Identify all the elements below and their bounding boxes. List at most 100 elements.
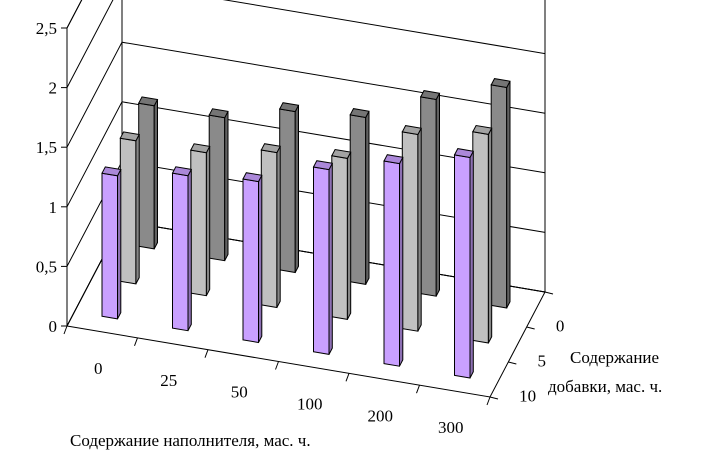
bar-top	[137, 96, 159, 107]
bar-side	[153, 99, 158, 250]
bar-top	[472, 124, 493, 135]
bar-series-10-cat-0	[101, 166, 122, 320]
y-tick-label: 2,5	[36, 19, 57, 38]
bar-front	[420, 96, 437, 297]
x-tick	[486, 396, 491, 406]
chart-bars	[101, 78, 511, 379]
bar-series-5-cat-50	[260, 143, 281, 309]
gridline	[66, 41, 546, 148]
depth-tick	[544, 291, 554, 295]
bar-series-0-cat-100	[349, 108, 370, 285]
bar-front	[454, 154, 471, 379]
y-tick-label: 0	[49, 317, 58, 336]
depth-tick-label: 0	[556, 317, 565, 336]
bar-side	[294, 105, 299, 273]
bar-series-5-cat-25	[190, 143, 211, 297]
bar-series-5-cat-200	[401, 125, 422, 332]
bar-series-0-cat-300	[490, 78, 511, 309]
bar-top	[278, 102, 300, 113]
x-tick-label: 25	[160, 371, 177, 390]
x-tick	[204, 349, 209, 358]
bar-side	[469, 150, 474, 379]
bar-side	[135, 134, 140, 285]
bar-top	[349, 108, 370, 119]
bar-front	[472, 131, 489, 344]
bar-top	[401, 125, 422, 136]
bar-front	[172, 172, 189, 332]
bar-series-0-cat-200	[419, 90, 441, 297]
bar-side	[487, 127, 493, 344]
bar-front	[138, 102, 155, 250]
bar-top	[453, 148, 475, 159]
depth-tick	[489, 396, 499, 400]
depth-tick-label: 5	[538, 352, 547, 371]
bar-series-0-cat-0	[137, 96, 159, 250]
bar-side	[276, 146, 281, 308]
bar-side	[346, 151, 352, 320]
bar-top	[171, 166, 193, 177]
x-tick	[134, 337, 138, 347]
y-tick-label: 1	[49, 198, 58, 217]
bar-series-10-cat-300	[453, 148, 475, 379]
z-axis-title-line1: Содержание	[570, 348, 659, 367]
depth-tick	[508, 361, 517, 365]
z-axis-title-line2: добавки, мас. ч.	[548, 377, 662, 396]
bar-series-10-cat-25	[171, 166, 193, 332]
x-tick-label: 100	[297, 394, 323, 413]
bar-top	[312, 160, 334, 171]
bar-side	[399, 157, 404, 367]
bar-front	[242, 178, 259, 344]
bar-front	[208, 114, 226, 262]
bar-side	[417, 127, 422, 332]
bar-top	[190, 143, 211, 154]
bar-side	[224, 111, 229, 261]
x-tick-label: 50	[231, 383, 248, 402]
x-tick	[63, 325, 68, 335]
chart-labels: , Содержание наполнителя, мас. ч. Содерж…	[0, 19, 662, 450]
x-tick-label: 300	[438, 418, 464, 437]
bar-top	[490, 78, 511, 89]
x-axis-title: Содержание наполнителя, мас. ч.	[70, 431, 311, 450]
bar-series-5-cat-0	[119, 131, 140, 285]
bar-series-0-cat-25	[208, 108, 229, 262]
bar-series-0-cat-50	[278, 102, 300, 274]
bar-series-10-cat-100	[312, 160, 334, 355]
bar-front	[260, 149, 278, 309]
bar-side	[205, 146, 211, 296]
x-tick	[416, 384, 420, 394]
y-tick-label: 2	[49, 79, 58, 98]
bar-front	[313, 166, 330, 355]
gridline	[66, 0, 546, 88]
bar-top	[242, 172, 263, 183]
depth-tick-label: 10	[519, 387, 536, 406]
bar-side	[258, 175, 263, 343]
bar-top	[419, 90, 441, 101]
x-tick	[275, 361, 279, 370]
y-tick-label: 0,5	[36, 257, 57, 276]
bar-top	[119, 131, 140, 142]
bar-side	[117, 169, 122, 320]
bar-side	[435, 92, 440, 297]
bar-side	[506, 80, 511, 309]
bar-top	[383, 154, 404, 165]
bar-top	[331, 148, 352, 159]
x-tick	[345, 373, 350, 382]
bar-front	[279, 108, 296, 274]
bar-front	[119, 137, 137, 285]
bar-front	[383, 160, 400, 367]
bar-front	[490, 84, 508, 309]
bar-front	[101, 172, 118, 320]
bar-side	[328, 163, 333, 355]
gridline	[66, 0, 83, 29]
bar-front	[349, 114, 367, 285]
bar-side	[187, 169, 192, 331]
bar-series-10-cat-50	[242, 172, 263, 344]
bar-top	[260, 143, 281, 154]
bar-series-5-cat-300	[472, 124, 493, 344]
bar-front	[190, 149, 207, 297]
bar-top	[101, 166, 122, 177]
y-tick-label: 1,5	[36, 138, 57, 157]
bar-series-10-cat-200	[383, 154, 404, 367]
